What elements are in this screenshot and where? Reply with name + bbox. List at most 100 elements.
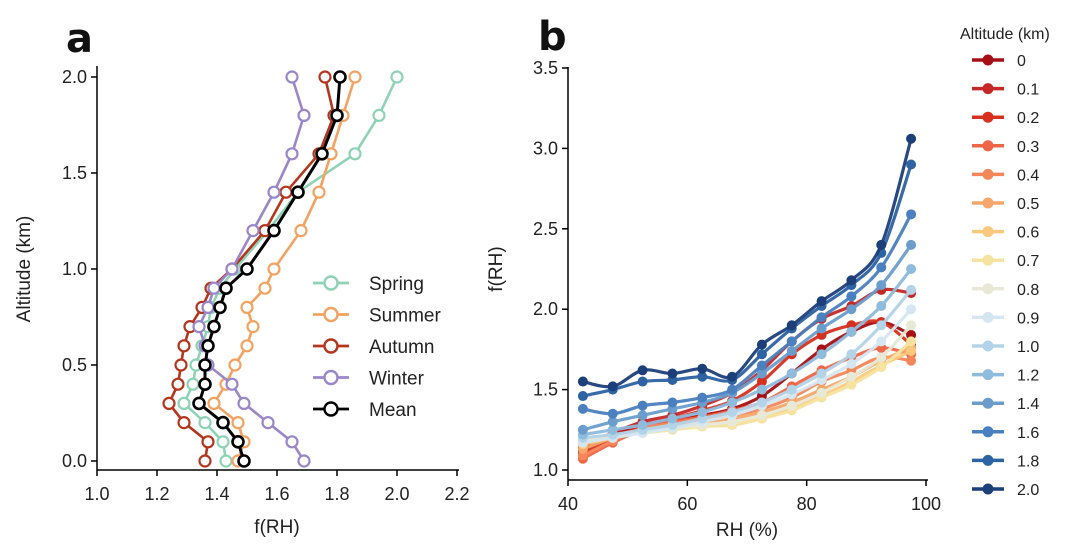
data-point-mean: [207, 319, 221, 334]
data-point-alt-1.6: [637, 400, 648, 411]
legend-item-alt-0.8: 0.8: [1017, 282, 1039, 299]
data-point-alt-1.6: [607, 408, 618, 419]
data-point-alt-0.7: [846, 379, 857, 390]
data-point-alt-1.6: [756, 360, 767, 371]
data-point-alt-1.8: [697, 371, 708, 382]
y-tick-label: 3.5: [533, 58, 558, 78]
data-point-winter: [285, 435, 299, 449]
data-point-alt-1.0: [816, 368, 827, 379]
legend-swatch-marker: [982, 168, 994, 180]
y-tick-label: 3.0: [533, 138, 558, 158]
legend-item-alt-1.6: 1.6: [1017, 425, 1039, 442]
data-point-alt-1.4: [876, 280, 887, 291]
x-tick-label: 1.8: [324, 484, 349, 504]
series-line-winter: [197, 76, 306, 462]
data-point-mean: [198, 377, 212, 392]
data-point-alt-1.6: [667, 397, 678, 408]
data-point-alt-0.9: [906, 304, 917, 315]
data-point-alt-1.4: [637, 410, 648, 421]
legend-swatch-marker: [982, 226, 994, 238]
data-point-alt-1.4: [846, 304, 857, 315]
data-point-alt-1.0: [786, 384, 797, 395]
data-point-alt-2.0: [786, 320, 797, 331]
data-point-alt-1.4: [786, 346, 797, 357]
data-point-alt-1.6: [697, 392, 708, 403]
legend-swatch-marker: [323, 306, 339, 323]
legend-swatch-marker: [323, 401, 339, 417]
data-point-alt-1.6: [876, 262, 887, 273]
data-point-alt-1.4: [607, 416, 618, 427]
data-point-alt-1.6: [727, 384, 738, 395]
data-point-autumn: [162, 396, 176, 410]
data-point-mean: [237, 454, 251, 468]
data-point-alt-1.8: [906, 159, 917, 170]
x-tick-label: 1.6: [264, 484, 289, 504]
y-tick-label: 0.0: [62, 451, 87, 471]
legend-item-alt-1.0: 1.0: [1017, 339, 1039, 356]
x-tick-label: 1.4: [204, 484, 229, 504]
data-point-alt-1.6: [846, 291, 857, 302]
legend-item-summer: Summer: [369, 306, 441, 327]
data-point-alt-1.8: [756, 349, 767, 360]
data-point-winter: [192, 320, 206, 334]
data-point-alt-1.6: [816, 312, 827, 323]
data-point-alt-2.0: [756, 339, 767, 350]
data-point-mean: [267, 223, 281, 238]
legend-item-alt-0.5: 0.5: [1017, 196, 1039, 213]
data-point-winter: [237, 396, 251, 410]
series-line-autumn: [167, 76, 336, 462]
data-point-mean: [219, 281, 233, 296]
y-tick-label: 1.5: [62, 163, 87, 183]
legend-swatch-marker: [982, 483, 994, 495]
data-point-spring: [186, 377, 200, 391]
data-point-alt-1.2: [876, 300, 887, 311]
data-point-alt-1.4: [577, 424, 588, 435]
data-point-spring: [348, 147, 362, 161]
data-point-mean: [333, 70, 347, 84]
data-point-alt-1.0: [876, 320, 887, 331]
legend-swatch-marker: [982, 197, 994, 209]
data-point-alt-1.8: [577, 391, 588, 402]
data-point-mean: [192, 396, 206, 411]
panel-b: 40 60 80 100 1.0 1.5 2.0 2.5 3.0 3.5 RH (%) f(RH) Al…: [486, 26, 1050, 541]
legend-item-spring: Spring: [369, 274, 424, 295]
legend-item-alt-1.4: 1.4: [1017, 396, 1039, 413]
panel-a-label: a: [66, 16, 93, 62]
data-point-summer: [312, 185, 326, 199]
data-point-alt-0.8: [816, 387, 827, 398]
data-point-summer: [258, 281, 272, 295]
data-point-autumn: [177, 339, 191, 353]
data-point-spring: [177, 396, 191, 410]
data-point-winter: [285, 70, 299, 84]
data-point-alt-2.0: [727, 371, 738, 382]
x-tick-label: 2.0: [384, 484, 409, 504]
data-point-alt-0.8: [876, 352, 887, 363]
data-point-spring: [198, 416, 212, 430]
data-point-winter: [207, 281, 221, 295]
legend-item-alt-0: 0: [1017, 53, 1026, 70]
legend-swatch-marker: [982, 426, 994, 438]
data-point-winter: [285, 147, 299, 161]
x-tick-label: 40: [558, 494, 578, 514]
data-point-alt-2.0: [906, 133, 917, 144]
data-point-alt-1.2: [816, 349, 827, 360]
data-point-autumn: [177, 416, 191, 430]
data-point-summer: [228, 358, 242, 372]
data-point-summer: [240, 339, 254, 353]
data-point-alt-1.2: [846, 326, 857, 337]
data-point-winter: [297, 108, 311, 123]
data-point-alt-1.2: [697, 407, 708, 418]
legend-item-autumn: Autumn: [369, 337, 434, 358]
data-point-winter: [261, 416, 275, 430]
data-point-alt-1.6: [577, 403, 588, 414]
data-point-spring: [219, 454, 233, 468]
data-point-autumn: [201, 435, 215, 449]
legend-swatch-marker: [982, 54, 994, 66]
data-point-alt-1.8: [637, 376, 648, 387]
data-point-mean: [201, 338, 215, 353]
data-point-autumn: [174, 358, 188, 372]
x-tick-label: 2.2: [444, 484, 469, 504]
x-tick-label: 60: [677, 494, 697, 514]
legend-swatch-marker: [982, 254, 994, 266]
